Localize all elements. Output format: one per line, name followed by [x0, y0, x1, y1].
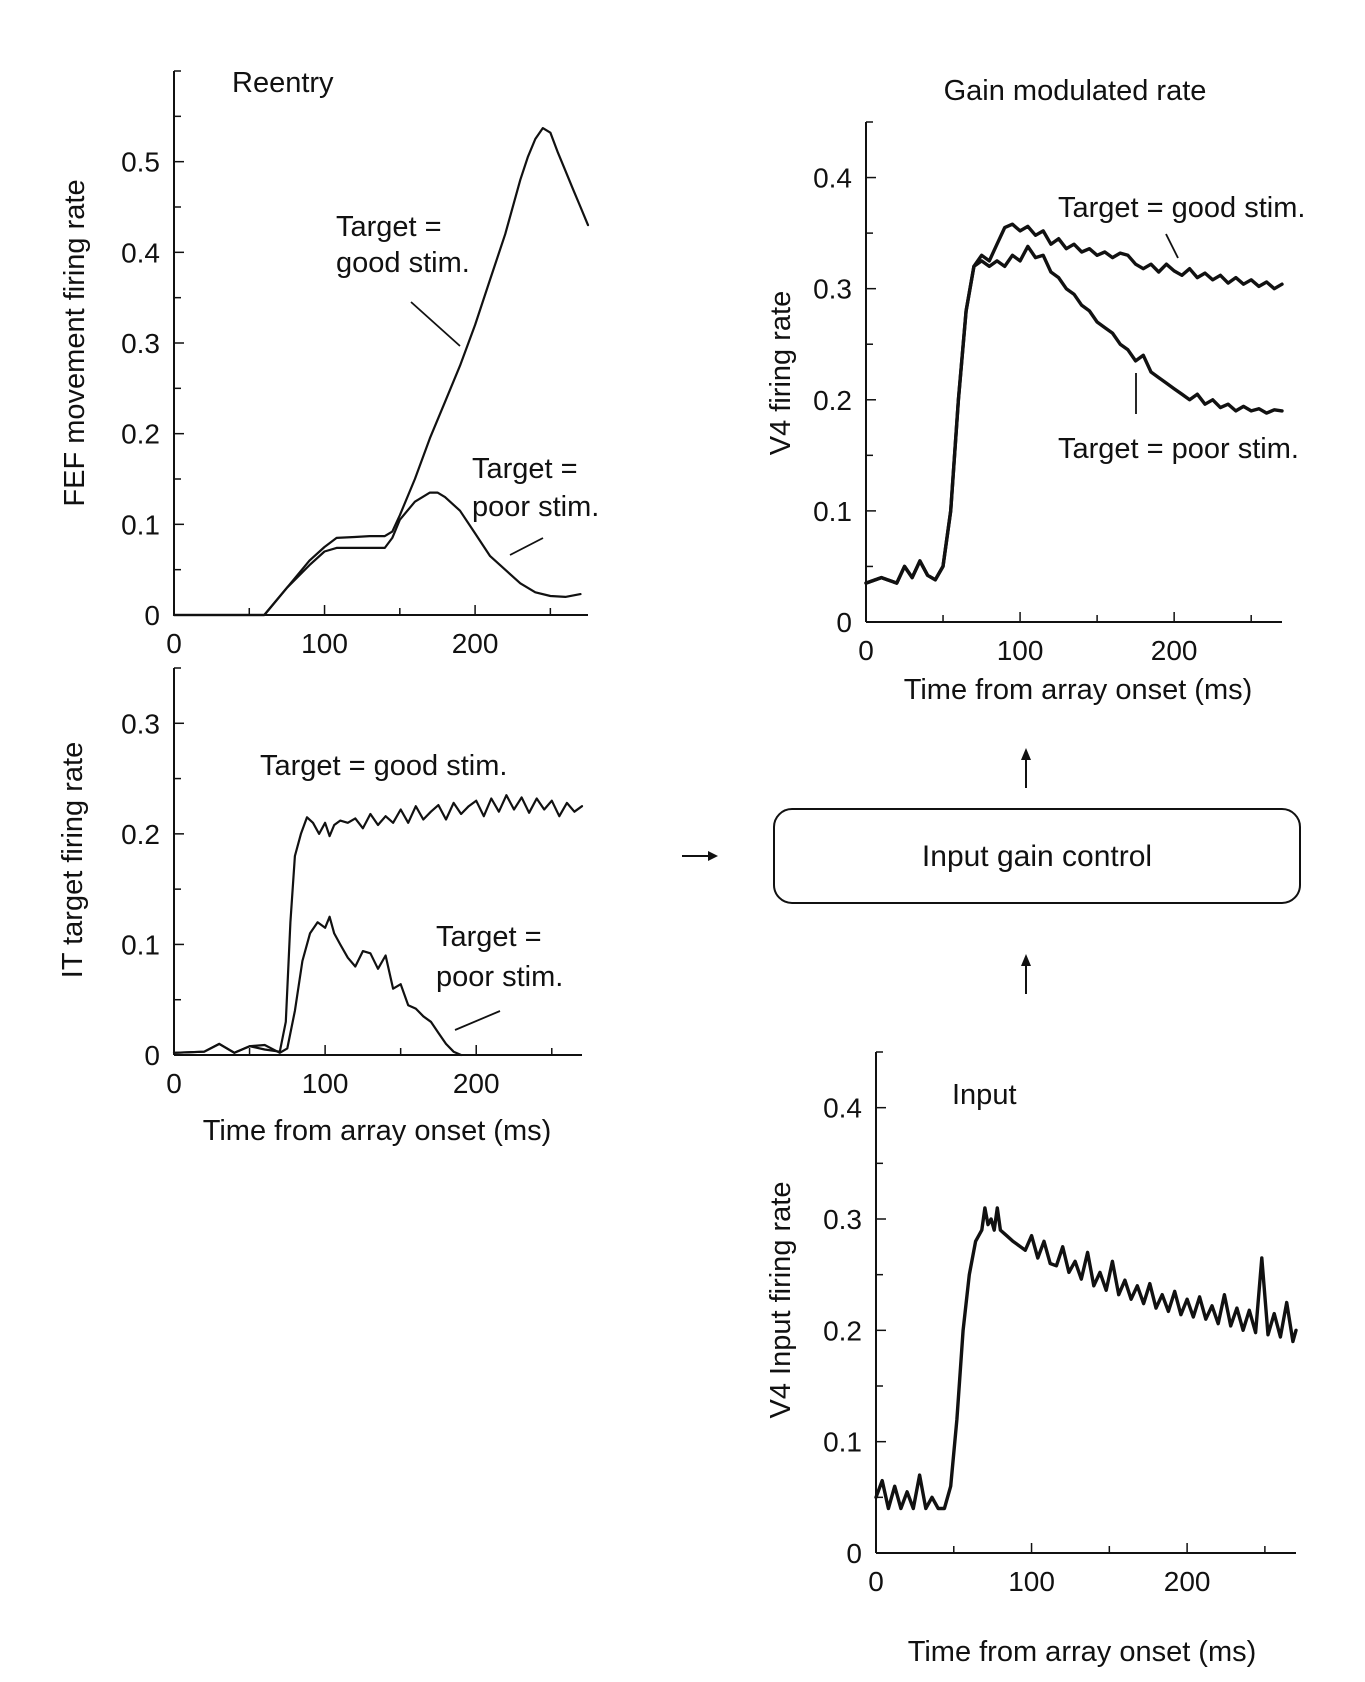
diagram: Input gain control [682, 748, 1301, 994]
v4gain-x-tick-label: 100 [997, 635, 1044, 666]
fef-y-tick-label: 0 [144, 600, 160, 631]
v4gain-series-pointer-1 [1165, 233, 1179, 259]
fef-series-label-1: Target = [336, 211, 442, 243]
it-series-label-2: Target = [436, 921, 542, 953]
fef-y-tick-label: 0.4 [121, 237, 160, 268]
fef-series-line-1 [172, 127, 590, 617]
it-y-tick-label: 0.1 [121, 929, 160, 960]
v4gain-y-tick-label: 0 [836, 607, 852, 638]
it-series-line-2 [172, 915, 463, 1057]
v4-input-panel: 0 0.1 0.2 0.3 0.4 0 100 200 Input V4 Input firing… [765, 1051, 1298, 1668]
fef-series-label-2: Target = [472, 453, 578, 485]
v4gain-y-tick-label: 0.1 [813, 496, 852, 527]
it-y-axis-label: IT target firing rate [57, 742, 89, 978]
it-y-tick-label: 0 [144, 1040, 160, 1071]
v4input-y-tick-label: 0.3 [823, 1204, 862, 1235]
input-gain-control-box [773, 808, 1301, 904]
fef-y-tick-label: 0.1 [121, 509, 160, 540]
it-y-tick-label: 0.3 [121, 708, 160, 739]
it-series-label-2: poor stim. [436, 961, 563, 993]
fef-series-label-1: good stim. [336, 247, 470, 279]
fef-y-tick-label: 0.2 [121, 419, 160, 450]
v4gain-y-tick-label: 0.3 [813, 274, 852, 305]
v4gain-series-line-1 [864, 222, 1284, 585]
fef-y-tick-label: 0.3 [121, 328, 160, 359]
v4input-y-tick-label: 0.2 [823, 1315, 862, 1346]
v4input-title: Input [952, 1079, 1017, 1111]
v4gain-series-label-2: Target = poor stim. [1058, 433, 1299, 465]
it-x-axis-label: Time from array onset (ms) [203, 1115, 552, 1147]
it-x-tick-label: 200 [453, 1068, 500, 1099]
v4gain-y-tick-label: 0.2 [813, 385, 852, 416]
v4input-y-tick-label: 0 [846, 1538, 862, 1569]
v4gain-x-tick-label: 0 [858, 635, 874, 666]
v4gain-x-axis-label: Time from array onset (ms) [904, 674, 1253, 706]
v4input-x-tick-label: 0 [868, 1566, 884, 1597]
v4gain-x-tick-label: 200 [1151, 635, 1198, 666]
v4input-x-tick-label: 200 [1164, 1566, 1211, 1597]
v4input-y-tick-label: 0.1 [823, 1427, 862, 1458]
v4-gain-panel: 0 0.1 0.2 0.3 0.4 0 100 200 Gain modulated rate V… [765, 75, 1305, 706]
fef-series-pointer-1 [410, 301, 461, 347]
fef-series-label-2: poor stim. [472, 491, 599, 523]
up-arrow-bottom-head [1021, 954, 1031, 966]
fef-x-tick-label: 100 [301, 628, 348, 659]
v4input-x-tick-label: 100 [1008, 1566, 1055, 1597]
v4gain-y-axis-label: V4 firing rate [765, 291, 797, 455]
fef-panel: 0 0.1 0.2 0.3 0.4 0.5 0 100 200 Reentry FEF moveme… [59, 67, 599, 659]
it-series-line-1 [172, 794, 584, 1054]
left-arrow-head [708, 851, 718, 861]
it-panel: 0 0.1 0.2 0.3 0 100 200 IT target firing rate Ti… [57, 667, 584, 1147]
fef-x-tick-label: 200 [452, 628, 499, 659]
v4input-y-tick-label: 0.4 [823, 1093, 862, 1124]
it-y-tick-label: 0.2 [121, 819, 160, 850]
fef-series-pointer-2 [509, 537, 544, 556]
input-gain-control-label: Input gain control [922, 840, 1152, 873]
it-series-pointer-2 [454, 1010, 501, 1031]
fef-x-tick-label: 0 [166, 628, 182, 659]
fef-y-tick-label: 0.5 [121, 147, 160, 178]
fef-series-line-2 [172, 491, 582, 617]
up-arrow-top-head [1021, 748, 1031, 760]
fef-y-axis-label: FEF movement firing rate [59, 179, 91, 506]
v4gain-y-tick-label: 0.4 [813, 163, 852, 194]
v4input-y-axis-label: V4 Input firing rate [765, 1182, 797, 1419]
v4gain-title: Gain modulated rate [944, 75, 1207, 107]
it-series-label-1: Target = good stim. [260, 750, 507, 782]
v4input-series-line-1 [874, 1206, 1298, 1511]
it-x-tick-label: 0 [166, 1068, 182, 1099]
v4gain-series-label-1: Target = good stim. [1058, 192, 1305, 224]
fef-title: Reentry [232, 67, 334, 99]
v4gain-series-line-2 [864, 244, 1284, 585]
v4input-x-axis-label: Time from array onset (ms) [908, 1636, 1257, 1668]
it-x-tick-label: 100 [302, 1068, 349, 1099]
